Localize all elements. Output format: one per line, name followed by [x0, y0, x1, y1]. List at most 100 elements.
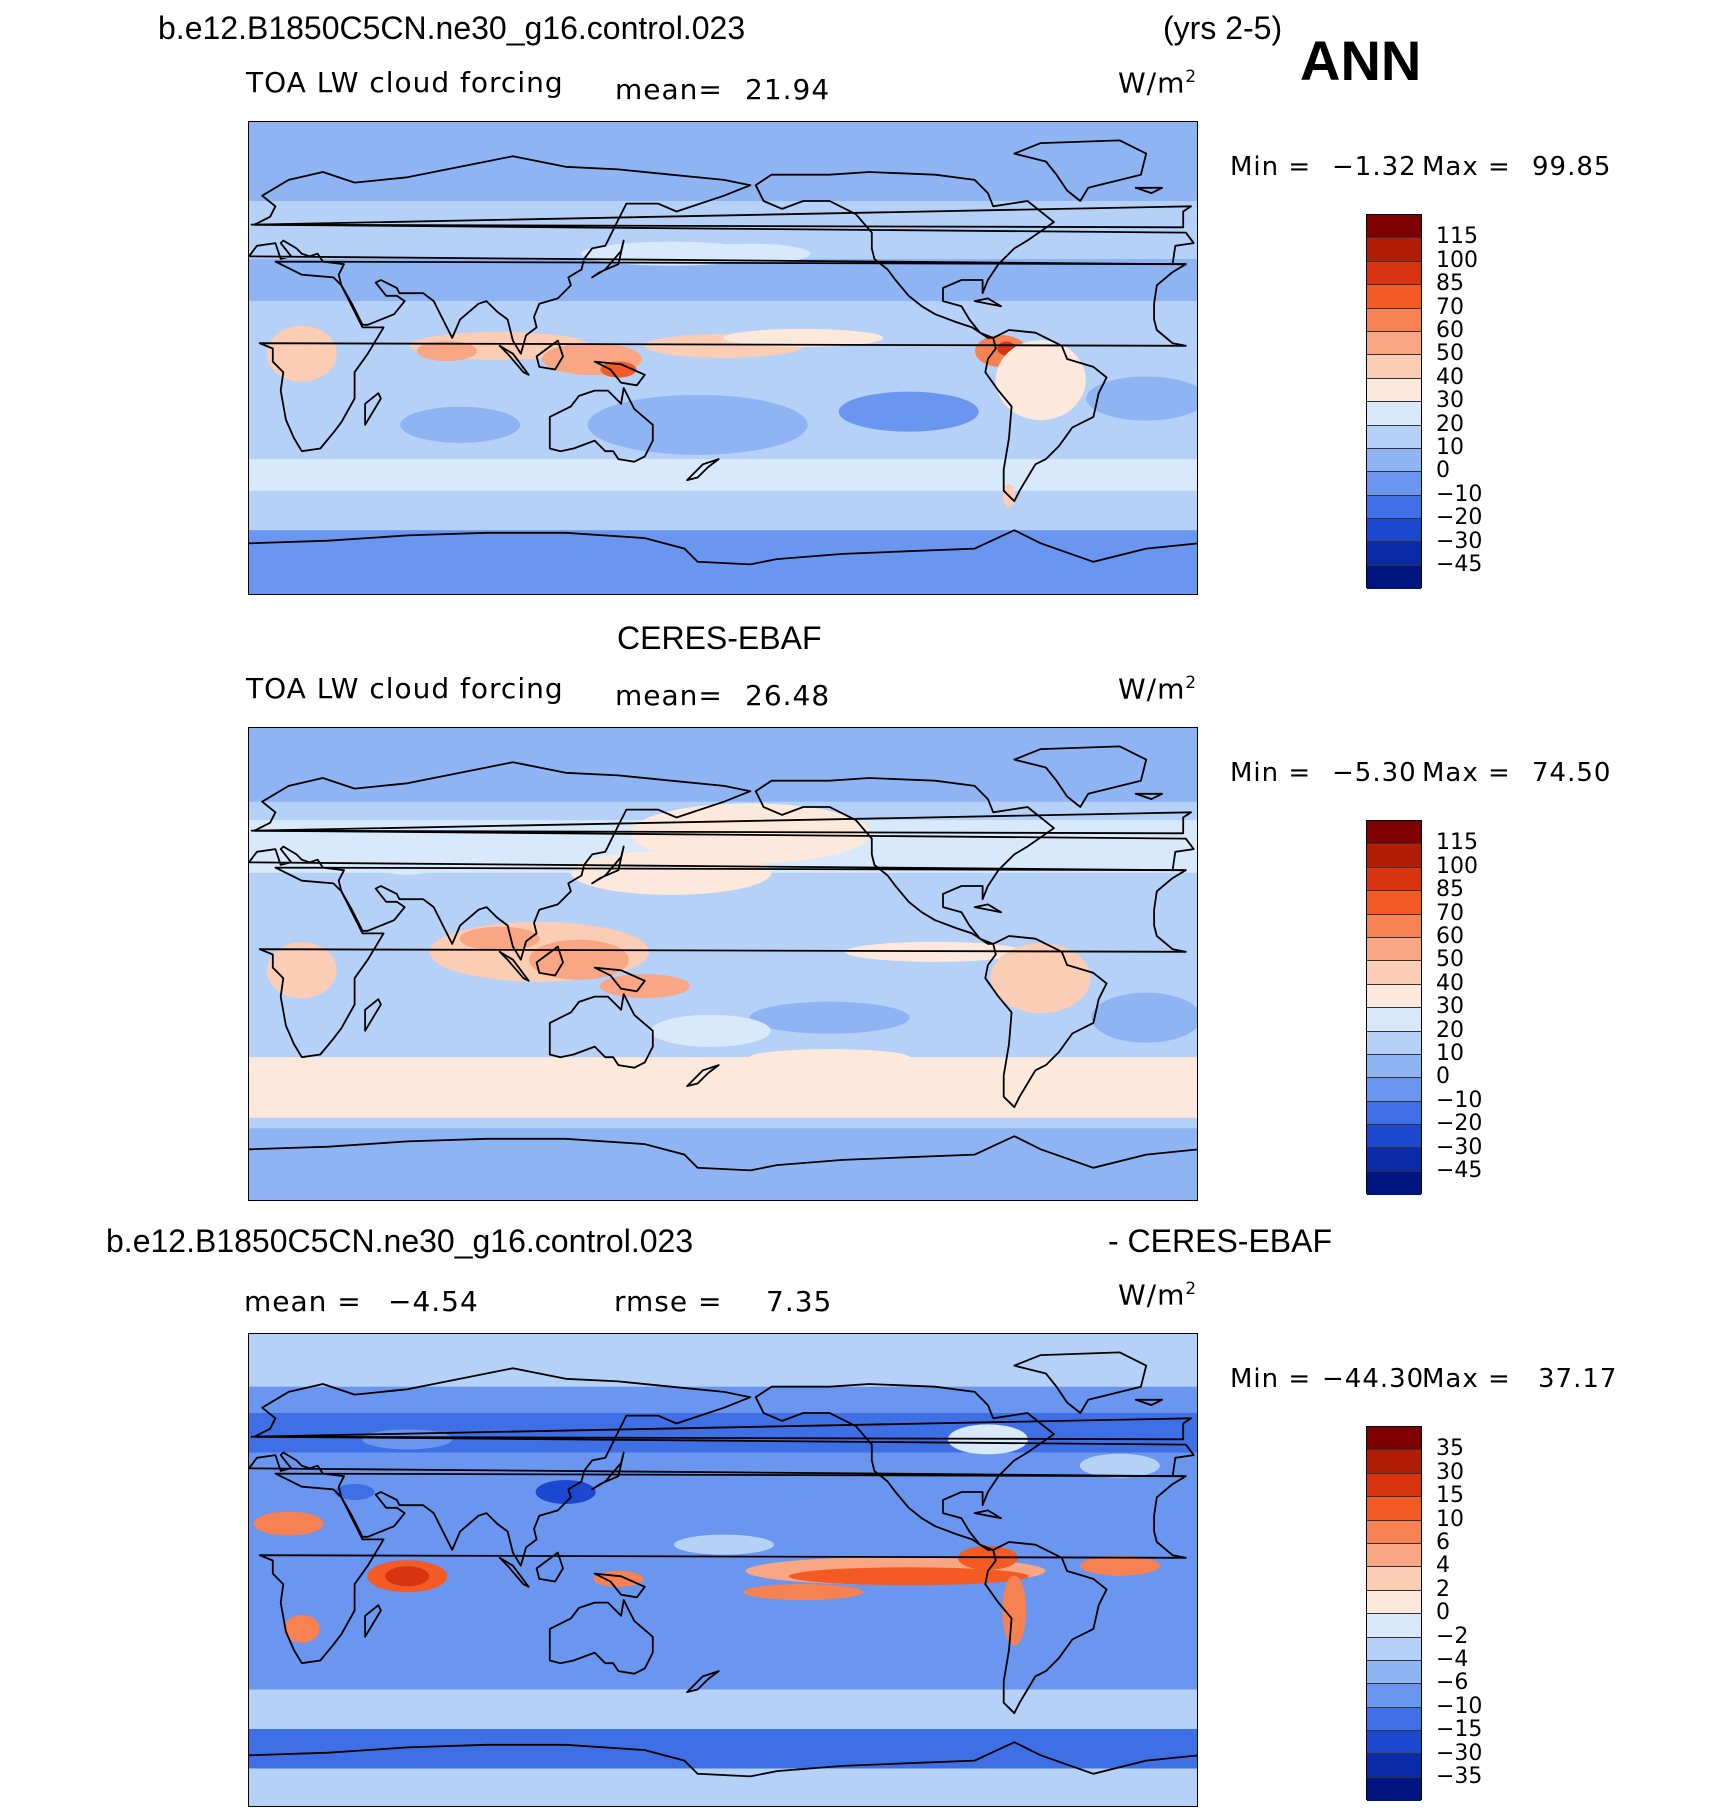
colorbar-label: 40 — [1436, 364, 1464, 390]
panel3-mean-label: mean = — [244, 1285, 362, 1318]
field-band — [249, 122, 1197, 201]
field-blob — [749, 1049, 910, 1066]
panel1-max-label: Max = — [1422, 152, 1511, 182]
colorbar-label: 35 — [1436, 1436, 1464, 1462]
colorbar-segment — [1367, 1125, 1421, 1149]
panel3-units: W/m2 — [1118, 1278, 1198, 1312]
colorbar-label: 70 — [1436, 900, 1464, 926]
panel3-max-label: Max = — [1422, 1364, 1511, 1394]
case-title: b.e12.B1850C5CN.ne30_g16.control.023 — [158, 10, 746, 46]
colorbar-label: 85 — [1436, 271, 1464, 297]
coastline-new-zealand — [686, 1064, 720, 1087]
colorbar-segment — [1367, 1427, 1421, 1451]
coastline-great-britain — [250, 205, 1192, 229]
colorbar-label: 60 — [1436, 318, 1464, 343]
field-band — [249, 1650, 1197, 1690]
field-blob — [749, 1001, 910, 1034]
colorbar-segment — [1367, 448, 1421, 473]
coastline-africa — [258, 260, 1187, 453]
field-blob — [253, 1511, 324, 1536]
colorbar-label: −30 — [1436, 1134, 1483, 1160]
field-band — [249, 1128, 1197, 1200]
field-blob — [1033, 228, 1154, 253]
panel2-mean-label: mean= — [615, 679, 723, 712]
panel1-units: W/m2 — [1118, 66, 1198, 100]
coastline-sumatra — [498, 344, 530, 376]
colorbar-segment — [1367, 1707, 1421, 1732]
field-blob — [571, 850, 772, 895]
colorbar-label: 70 — [1436, 294, 1464, 320]
field-band — [249, 258, 1197, 302]
coastline-antarctica — [249, 1741, 1197, 1778]
coastline-great-britain — [250, 1417, 1192, 1441]
coastline-antarctica — [249, 1135, 1197, 1172]
colorbar-segment — [1367, 1614, 1421, 1638]
panel1-field-label: TOA LW cloud forcing — [246, 66, 564, 99]
coastline-greenland — [1013, 1351, 1148, 1414]
colorbar-segment — [1367, 519, 1421, 543]
coastline-cuba — [973, 903, 1002, 914]
panel1-min-label: Min = — [1230, 152, 1312, 182]
coastline-africa — [258, 1472, 1187, 1665]
colorbar-segment — [1367, 1754, 1421, 1778]
colorbar-label: −45 — [1436, 552, 1483, 577]
coastline-africa — [258, 866, 1187, 1059]
colorbar-segment — [1367, 1473, 1421, 1498]
coastline-greenland — [1013, 745, 1148, 808]
colorbar-label: 10 — [1436, 435, 1464, 460]
colorbar-label: −10 — [1436, 481, 1483, 507]
field-blob — [1079, 1453, 1160, 1478]
field-blob — [690, 243, 811, 264]
colorbar-segment — [1367, 1520, 1421, 1544]
colorbar-label: 0 — [1436, 1600, 1450, 1626]
field-band — [249, 1057, 1197, 1118]
field-blob — [416, 341, 477, 362]
field-blob — [535, 1480, 596, 1504]
colorbar-segment — [1367, 1078, 1421, 1102]
colorbar-label: 50 — [1436, 947, 1464, 973]
field-band — [249, 1689, 1197, 1729]
colorbar-segment — [1367, 891, 1421, 915]
coastline-australia — [548, 387, 654, 463]
coastline-new-zealand — [686, 458, 720, 481]
colorbar-label: −20 — [1436, 1111, 1483, 1137]
colorbar-segment — [1367, 1637, 1421, 1661]
panel3-colorbar — [1366, 1426, 1422, 1802]
colorbar-segment — [1367, 565, 1421, 590]
field-blob — [674, 1534, 774, 1555]
field-blob — [367, 844, 448, 875]
colorbar-segment — [1367, 844, 1421, 868]
panel3-mean-value: −4.54 — [388, 1285, 479, 1318]
coastline-iceland — [1134, 1398, 1163, 1406]
coastline-iceland — [1134, 186, 1163, 194]
field-band — [249, 503, 1197, 531]
coastline-borneo — [535, 1551, 564, 1583]
field-blob — [630, 803, 871, 864]
colorbar-label: 10 — [1436, 1041, 1464, 1066]
colorbar-segment — [1367, 425, 1421, 449]
field-blob — [266, 942, 337, 999]
coastline-south-america — [984, 1541, 1108, 1715]
panel3-title-left: b.e12.B1850C5CN.ne30_g16.control.023 — [106, 1223, 694, 1259]
field-blob — [990, 943, 1091, 1014]
field-blob — [723, 328, 884, 347]
panel3-min-value: −44.30 — [1322, 1364, 1425, 1394]
coastline-japan — [591, 845, 625, 885]
coastline-eurasia — [249, 1367, 1195, 1567]
colorbar-label: −45 — [1436, 1158, 1483, 1183]
colorbar-label: 30 — [1436, 1459, 1464, 1485]
coastline-borneo — [535, 945, 564, 977]
colorbar-label: −10 — [1436, 1087, 1483, 1113]
colorbar-label: 0 — [1436, 458, 1450, 484]
colorbar-segment — [1367, 542, 1421, 566]
field-band — [249, 1729, 1197, 1769]
colorbar-segment — [1367, 331, 1421, 356]
colorbar-label: 100 — [1436, 247, 1478, 273]
colorbar-label: −15 — [1436, 1717, 1483, 1743]
colorbar-label: 2 — [1436, 1576, 1450, 1602]
season-label: ANN — [1300, 29, 1422, 92]
panel2-mean-value: 26.48 — [745, 679, 831, 712]
colorbar-label: −35 — [1436, 1764, 1483, 1789]
coastline-cuba — [973, 1509, 1002, 1520]
colorbar-label: 4 — [1436, 1553, 1450, 1579]
